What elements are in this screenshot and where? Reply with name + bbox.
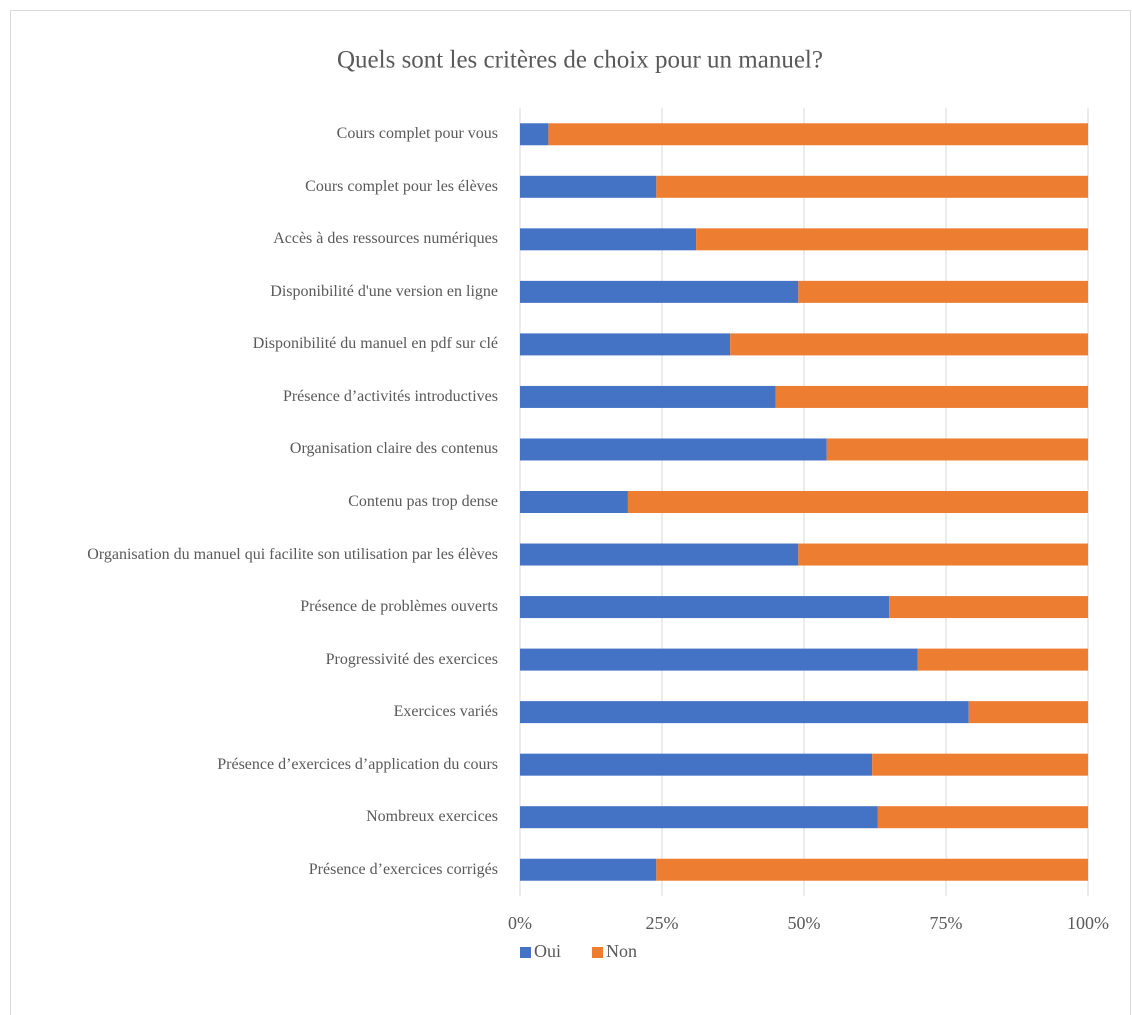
- category-label-box: Organisation claire des contenus: [289, 440, 498, 458]
- bar-segment: [520, 648, 918, 671]
- bar-segment: [520, 596, 890, 619]
- category-label-box: Présence d’activités introductives: [282, 387, 498, 405]
- bar-segment: [775, 385, 1088, 408]
- y-tick-label: Accès à des ressources numériques: [273, 230, 498, 248]
- bar-segment: [520, 438, 827, 461]
- x-tick-label: 100%: [1067, 913, 1109, 933]
- y-tick-label: Organisation du manuel qui facilite son …: [87, 545, 498, 563]
- bar-segment: [520, 491, 628, 513]
- legend-swatch: [592, 947, 603, 958]
- category-label-box: Cours complet pour les élèves: [305, 177, 498, 195]
- bar-segment: [696, 228, 1088, 251]
- x-tick-label: 50%: [788, 913, 821, 933]
- bar-segment: [520, 280, 799, 303]
- y-tick-label: Présence d’activités introductives: [282, 387, 498, 405]
- bar-segment: [968, 701, 1088, 724]
- category-label-box: Disponibilité du manuel en pdf sur clé: [252, 335, 498, 353]
- y-tick-label: Progressivité des exercices: [325, 650, 498, 668]
- bar-segment: [798, 543, 1088, 566]
- y-tick-label: Présence d’exercices d’application du co…: [217, 755, 498, 773]
- y-tick-label: Cours complet pour vous: [336, 125, 498, 143]
- legend-label: Non: [606, 941, 637, 961]
- y-tick-label: Nombreux exercices: [366, 808, 498, 826]
- y-tick-label: Cours complet pour les élèves: [305, 177, 498, 195]
- category-label-box: Cours complet pour vous: [336, 125, 498, 143]
- bar-segment: [627, 491, 1088, 513]
- bar-segment: [656, 175, 1088, 198]
- category-label-box: Contenu pas trop dense: [348, 493, 498, 510]
- category-label-box: Présence de problèmes ouverts: [300, 598, 498, 616]
- bar-segment: [520, 753, 873, 776]
- bar-segment: [520, 806, 878, 829]
- bar-segment: [520, 175, 657, 198]
- bar-segment: [730, 333, 1088, 356]
- bar-segment: [877, 806, 1088, 829]
- y-tick-label: Contenu pas trop dense: [348, 493, 498, 510]
- legend-label: Oui: [534, 941, 561, 961]
- category-label-box: Progressivité des exercices: [325, 650, 498, 668]
- y-tick-label: Organisation claire des contenus: [289, 440, 498, 458]
- category-label-box: Nombreux exercices: [366, 808, 498, 826]
- bar-segment: [889, 596, 1088, 619]
- y-tick-label: Disponibilité d'une version en ligne: [270, 282, 498, 300]
- category-label-box: Disponibilité d'une version en ligne: [270, 282, 498, 300]
- bar-segment: [520, 228, 697, 251]
- y-tick-label: Exercices variés: [393, 703, 498, 721]
- category-label-box: Exercices variés: [393, 703, 498, 721]
- bar-segment: [917, 648, 1088, 671]
- bar-segment: [826, 438, 1088, 461]
- category-label-box: Présence d’exercices corrigés: [308, 860, 498, 878]
- bar-segment: [548, 123, 1088, 146]
- bar-segment: [872, 753, 1088, 776]
- x-tick-label: 0%: [508, 913, 532, 933]
- bar-segment: [656, 858, 1088, 881]
- bar-segment: [520, 858, 657, 881]
- bar-segment: [520, 333, 731, 356]
- y-tick-label: Disponibilité du manuel en pdf sur clé: [252, 335, 498, 353]
- category-label-box: Organisation du manuel qui facilite son …: [87, 545, 498, 563]
- bar-segment: [520, 701, 969, 724]
- category-label-box: Présence d’exercices d’application du co…: [217, 755, 498, 773]
- bar-segment: [520, 123, 549, 146]
- y-tick-label: Présence de problèmes ouverts: [300, 598, 498, 616]
- x-tick-label: 25%: [646, 913, 679, 933]
- category-label-box: Accès à des ressources numériques: [273, 230, 498, 248]
- y-tick-label: Présence d’exercices corrigés: [308, 860, 498, 878]
- bar-segment: [520, 385, 776, 408]
- x-tick-label: 75%: [930, 913, 963, 933]
- chart-title: Quels sont les critères de choix pour un…: [337, 47, 823, 74]
- bar-segment: [798, 280, 1088, 303]
- bar-segment: [520, 543, 799, 566]
- legend-swatch: [520, 947, 531, 958]
